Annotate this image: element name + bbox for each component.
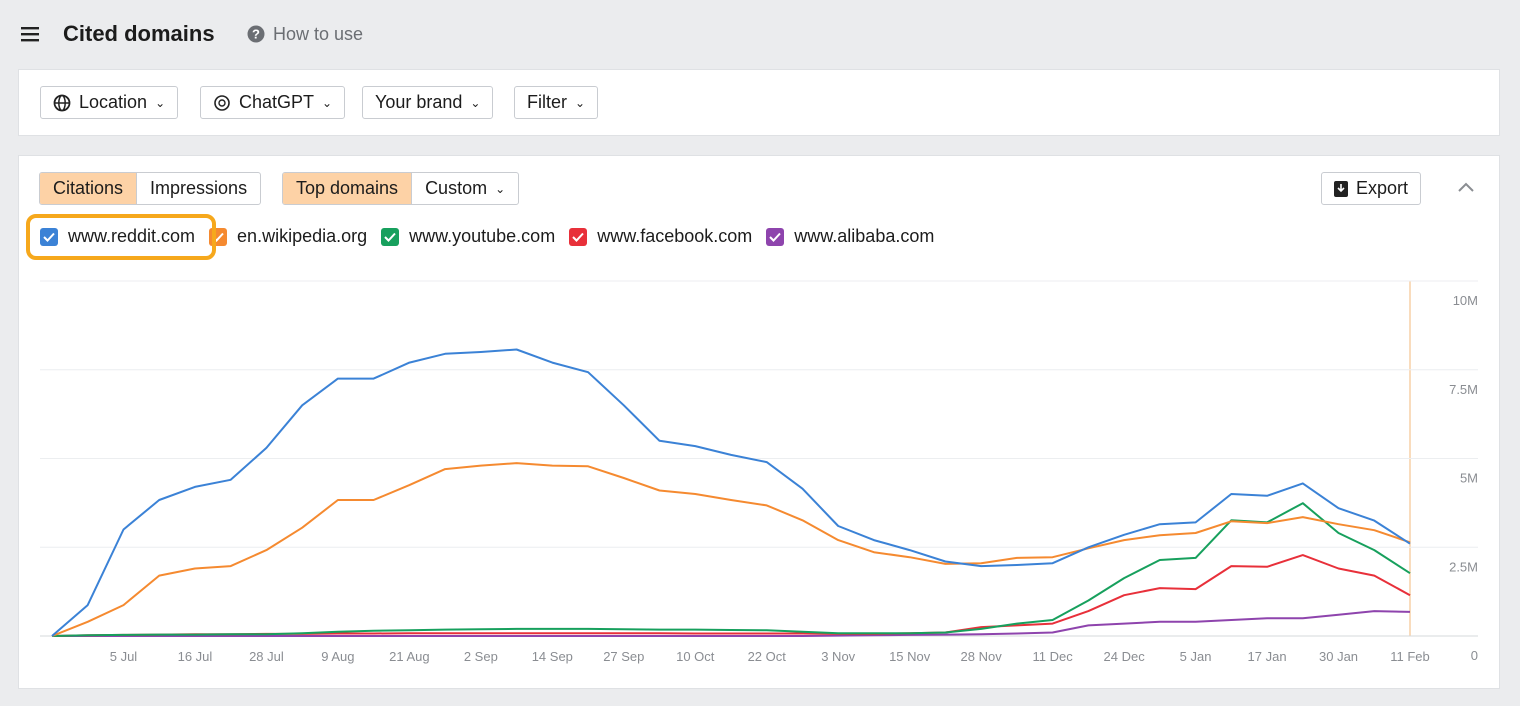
series-line (51, 348, 1411, 637)
x-tick-label: 27 Sep (603, 649, 644, 664)
model-label: ChatGPT (239, 92, 315, 112)
filter-label: Filter (527, 92, 567, 112)
check-path (43, 232, 55, 242)
legend: www.reddit.com en.wikipedia.org www.youtub… (40, 226, 934, 247)
legend-label: en.wikipedia.org (237, 226, 368, 246)
check-mark (769, 232, 782, 242)
y-tick-label: 10M (1453, 293, 1478, 308)
legend-checkbox[interactable] (766, 227, 785, 246)
legend-label: www.youtube.com (409, 226, 556, 246)
x-tick-label: 2 Sep (464, 649, 498, 664)
model-icon (214, 94, 230, 111)
x-tick-label: 14 Sep (532, 649, 573, 664)
check-mark (43, 232, 55, 242)
legend-label: www.reddit.com (68, 226, 196, 246)
brand-filter[interactable]: Your brand ⌄ (362, 86, 494, 119)
x-tick-label: 21 Aug (389, 649, 430, 664)
legend-item[interactable]: www.reddit.com (40, 226, 195, 247)
x-tick-label: 15 Nov (889, 649, 931, 664)
check-path (572, 232, 584, 242)
x-tick-label: 5 Jul (110, 649, 138, 664)
chevron: ⌄ (322, 95, 333, 110)
legend-checkbox[interactable] (381, 227, 400, 246)
top-domains-tab[interactable]: Top domains (283, 173, 412, 204)
collapse-icon[interactable] (1457, 181, 1475, 193)
chevron: ⌄ (155, 95, 166, 110)
location-label: Location (79, 92, 148, 112)
highlight-outline (26, 214, 216, 260)
series-line (51, 502, 1411, 637)
location-filter[interactable]: Location ⌄ (40, 86, 179, 119)
legend-item[interactable]: www.alibaba.com (766, 226, 934, 247)
x-tick-label: 16 Jul (178, 649, 213, 664)
legend-label: www.alibaba.com (794, 226, 935, 246)
x-tick-label: 24 Dec (1104, 649, 1146, 664)
check-mark (384, 232, 396, 242)
x-tick-label: 3 Nov (821, 649, 855, 664)
chart-card (18, 155, 1500, 689)
brand-label: Your brand (375, 92, 463, 112)
x-tick-label: 22 Oct (748, 649, 787, 664)
custom-tab[interactable]: Custom ⌄ (411, 173, 518, 204)
more-filter[interactable]: Filter ⌄ (514, 86, 599, 119)
x-tick-label: 30 Jan (1319, 649, 1358, 664)
export-icon (1334, 180, 1348, 197)
x-tick-label: 17 Jan (1248, 649, 1287, 664)
view-toggle: Top domains Custom ⌄ (282, 172, 520, 205)
legend-item[interactable]: www.youtube.com (381, 226, 555, 247)
export-label: Export (1356, 178, 1409, 198)
help-icon[interactable]: ? (247, 25, 265, 43)
page-title: Cited domains (63, 21, 215, 46)
series-line (51, 462, 1411, 637)
y-tick-label: 5M (1460, 471, 1478, 486)
svg-text:?: ? (252, 27, 260, 42)
check-path (769, 232, 782, 242)
legend-checkbox[interactable] (569, 227, 588, 246)
impressions-tab[interactable]: Impressions (136, 173, 260, 204)
check-path (384, 232, 396, 242)
filter-card: Location ⌄ ChatGPT ⌄ Your brand ⌄ Filter ⌄ (18, 69, 1500, 136)
series-line (52, 610, 1411, 637)
series-line (51, 554, 1411, 637)
check-mark (572, 232, 584, 242)
x-tick-label: 11 Dec (1033, 649, 1074, 664)
y-tick-label: 2.5M (1449, 559, 1478, 574)
chevron: ⌄ (575, 95, 586, 110)
custom-label: Custom (425, 178, 488, 198)
x-tick-label: 11 Feb (1390, 649, 1430, 664)
x-tick-label: 10 Oct (676, 649, 715, 664)
chevron: ⌄ (495, 181, 506, 196)
legend-checkbox[interactable] (40, 227, 58, 246)
y-tick-label: 0 (1471, 648, 1478, 663)
x-tick-label: 5 Jan (1180, 649, 1212, 664)
y-tick-label: 7.5M (1449, 382, 1478, 397)
help-link[interactable]: How to use (273, 24, 364, 44)
model-filter[interactable]: ChatGPT ⌄ (200, 86, 346, 119)
x-tick-label: 28 Jul (249, 649, 284, 664)
metric-toggle: Citations Impressions (39, 172, 262, 205)
menu-icon[interactable] (21, 26, 39, 42)
x-tick-label: 28 Nov (961, 649, 1003, 664)
legend-item[interactable]: www.facebook.com (569, 226, 752, 247)
citations-tab[interactable]: Citations (40, 173, 137, 204)
x-tick-label: 9 Aug (321, 649, 354, 664)
export-button[interactable]: Export (1321, 172, 1422, 205)
chevron: ⌄ (470, 95, 481, 110)
globe-icon (53, 94, 71, 111)
legend-label: www.facebook.com (597, 226, 753, 246)
